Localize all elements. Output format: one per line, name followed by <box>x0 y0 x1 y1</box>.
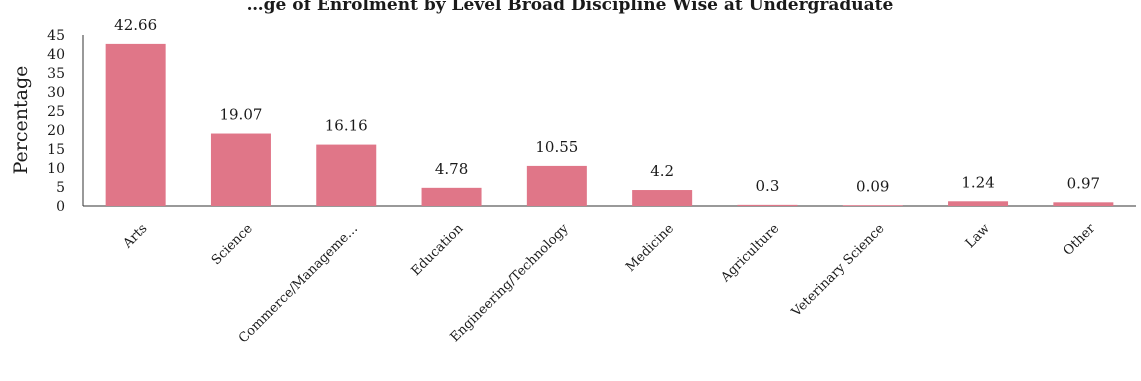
bar-0 <box>105 43 166 206</box>
bars <box>105 43 1114 206</box>
data-label-9: 0.97 <box>1067 174 1100 192</box>
bar-5 <box>632 190 693 206</box>
data-label-2: 16.16 <box>325 117 368 135</box>
y-tick-label-9: 45 <box>47 28 65 44</box>
x-tick-label-5: Medicine <box>623 221 677 275</box>
x-tick-label-2: Commerce/Manageme… <box>236 221 361 346</box>
y-tick-label-7: 35 <box>47 66 65 82</box>
y-tick-label-0: 0 <box>56 199 65 215</box>
y-tick-label-3: 15 <box>47 142 65 158</box>
y-tick-label-2: 10 <box>47 161 65 177</box>
data-label-8: 1.24 <box>961 173 994 191</box>
y-tick-label-6: 30 <box>47 85 65 101</box>
x-tick-label-6: Agriculture <box>718 221 783 286</box>
bar-4 <box>526 165 587 206</box>
data-label-1: 19.07 <box>219 106 262 124</box>
bar-6 <box>737 204 798 206</box>
x-tick-label-8: Law <box>963 221 993 251</box>
x-tick-label-1: Science <box>209 221 256 268</box>
bar-1 <box>210 133 271 206</box>
bar-9 <box>1053 202 1114 206</box>
y-tick-label-4: 20 <box>47 123 65 139</box>
x-tick-label-9: Other <box>1061 221 1099 259</box>
y-tick-label-5: 25 <box>47 104 65 120</box>
bar-2 <box>316 144 377 206</box>
data-label-3: 4.78 <box>435 160 468 178</box>
y-tick-label-1: 5 <box>56 180 65 196</box>
data-label-5: 4.2 <box>650 162 674 180</box>
x-tick-label-4: Engineering/Technology <box>448 221 572 345</box>
bar-3 <box>421 187 482 206</box>
data-label-4: 10.55 <box>535 138 578 156</box>
bar-7 <box>842 205 903 206</box>
x-tick-label-0: Arts <box>120 221 151 252</box>
x-tick-label-3: Education <box>409 221 467 279</box>
x-tick-label-7: Veterinary Science <box>788 221 887 320</box>
y-tick-label-8: 40 <box>47 47 65 63</box>
data-labels: 42.66 19.07 16.16 4.78 10.55 4.2 0.3 0.09 1.24 0.… <box>114 16 1100 196</box>
y-axis-label: Percentage <box>10 66 32 175</box>
data-label-0: 42.66 <box>114 16 157 34</box>
bar-8 <box>948 201 1009 206</box>
y-axis-ticks: 0 5 10 15 20 25 30 35 40 45 <box>47 28 65 215</box>
data-label-6: 0.3 <box>756 177 780 195</box>
chart-title: …ge of Enrolment by Level Broad Discipli… <box>247 0 894 15</box>
data-label-7: 0.09 <box>856 178 889 196</box>
